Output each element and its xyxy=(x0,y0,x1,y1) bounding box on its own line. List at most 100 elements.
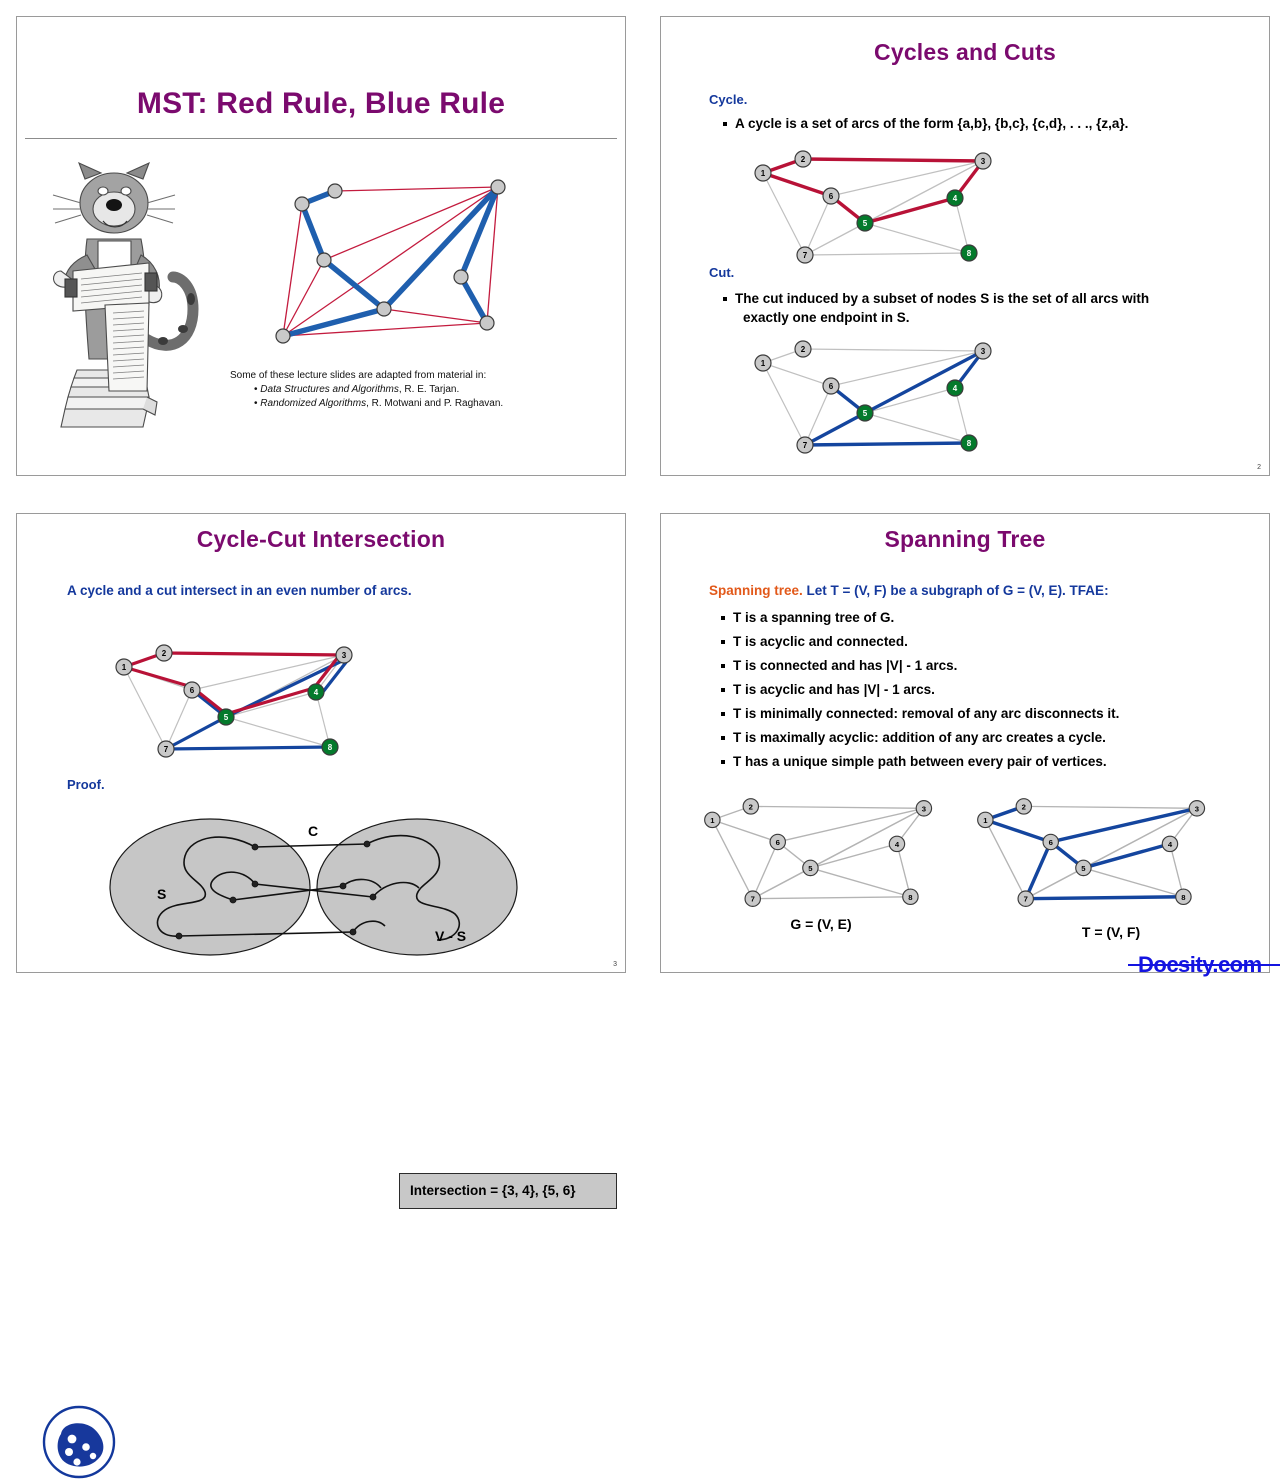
svg-text:3: 3 xyxy=(1195,804,1199,813)
svg-text:1: 1 xyxy=(710,816,715,825)
mascot-tiger-icon xyxy=(52,161,199,428)
tfae-item-6: T has a unique simple path between every… xyxy=(721,752,1107,771)
graph-t-caption: T = (V, F) xyxy=(1081,924,1141,940)
tfae-item-6-text: T has a unique simple path between every… xyxy=(733,754,1107,769)
title-divider xyxy=(25,138,617,139)
label-c: C xyxy=(308,823,318,839)
svg-text:6: 6 xyxy=(829,192,834,201)
tfae-item-0-text: T is a spanning tree of G. xyxy=(733,610,895,625)
cut-graph: 1 2 3 4 5 6 7 8 xyxy=(754,340,992,454)
svg-text:4: 4 xyxy=(953,194,958,203)
bullet-square-icon xyxy=(721,712,725,716)
page-title: Cycles and Cuts xyxy=(874,39,1056,65)
cut-bullet-line2: exactly one endpoint in S. xyxy=(743,310,910,325)
page-title: Cycle-Cut Intersection xyxy=(196,526,446,552)
svg-text:7: 7 xyxy=(751,895,755,904)
svg-text:5: 5 xyxy=(1081,864,1086,873)
svg-text:7: 7 xyxy=(164,745,169,754)
university-logo-icon xyxy=(42,1405,116,1479)
claim-text: A cycle and a cut intersect in an even n… xyxy=(67,583,412,598)
slide-number: 2 xyxy=(1257,464,1261,471)
proof-heading: Proof. xyxy=(67,777,105,792)
slide-mst: MST: Red Rule, Blue Rule xyxy=(16,16,626,476)
svg-text:4: 4 xyxy=(314,688,319,697)
tfae-item-1: T is acyclic and connected. xyxy=(721,632,908,651)
tfae-item-3: T is acyclic and has |V| - 1 arcs. xyxy=(721,680,935,699)
tfae-item-5-text: T is maximally acyclic: addition of any … xyxy=(733,730,1106,745)
svg-text:2: 2 xyxy=(162,649,167,658)
tfae-item-4: T is minimally connected: removal of any… xyxy=(721,704,1119,723)
svg-text:5: 5 xyxy=(224,713,229,722)
svg-text:6: 6 xyxy=(829,382,834,391)
credit-item-1: • Randomized Algorithms, R. Motwani and … xyxy=(230,397,610,411)
credit-author: , R. E. Tarjan. xyxy=(398,384,460,395)
page-title: Spanning Tree xyxy=(884,526,1046,552)
bullet-square-icon xyxy=(721,664,725,668)
cycle-bullet-text: A cycle is a set of arcs of the form {a,… xyxy=(735,116,1129,131)
svg-text:8: 8 xyxy=(908,893,913,902)
svg-text:2: 2 xyxy=(801,345,806,354)
tfae-item-0: T is a spanning tree of G. xyxy=(721,608,894,627)
tfae-item-1-text: T is acyclic and connected. xyxy=(733,634,908,649)
svg-text:5: 5 xyxy=(863,409,868,418)
cut-heading: Cut. xyxy=(709,265,735,280)
mst-example-graph xyxy=(275,179,506,344)
graph-g-caption: G = (V, E) xyxy=(790,916,852,932)
svg-text:7: 7 xyxy=(803,251,808,260)
svg-text:2: 2 xyxy=(1022,802,1026,811)
tfae-item-3-text: T is acyclic and has |V| - 1 arcs. xyxy=(733,682,935,697)
svg-text:4: 4 xyxy=(1168,840,1173,849)
svg-text:3: 3 xyxy=(342,651,347,660)
cut-bullet: The cut induced by a subset of nodes S i… xyxy=(723,289,1268,308)
cut-bullet-line1: The cut induced by a subset of nodes S i… xyxy=(735,291,1150,306)
page-title: MST: Red Rule, Blue Rule xyxy=(136,87,506,120)
svg-text:8: 8 xyxy=(967,439,972,448)
graph-t: 1 2 3 4 5 6 7 8 xyxy=(977,798,1206,907)
svg-text:2: 2 xyxy=(749,802,753,811)
spanning-tree-lead: Spanning tree. Let T = (V, F) be a subgr… xyxy=(709,583,1109,598)
tfae-item-5: T is maximally acyclic: addition of any … xyxy=(721,728,1106,747)
bullet-square-icon xyxy=(723,122,727,126)
label-v-minus-s: V - S xyxy=(435,928,466,944)
label-s: S xyxy=(157,886,166,902)
svg-text:8: 8 xyxy=(967,249,972,258)
bullet-square-icon xyxy=(721,760,725,764)
bullet-square-icon xyxy=(721,616,725,620)
svg-text:6: 6 xyxy=(1049,838,1053,847)
credit-title: Randomized Algorithms xyxy=(260,398,367,409)
watermark-strike xyxy=(1128,964,1280,966)
svg-text:8: 8 xyxy=(328,743,333,752)
credit-author: , R. Motwani and P. Raghavan. xyxy=(366,398,504,409)
svg-text:1: 1 xyxy=(122,663,127,672)
credit-title: Data Structures and Algorithms xyxy=(260,384,399,395)
bullet-square-icon xyxy=(721,736,725,740)
svg-text:3: 3 xyxy=(922,804,926,813)
svg-text:6: 6 xyxy=(190,686,195,695)
svg-text:8: 8 xyxy=(1181,893,1186,902)
slide-spanning-tree: Spanning Tree Spanning tree. Let T = (V,… xyxy=(660,513,1270,973)
cycle-graph: 1 2 3 4 5 6 7 8 xyxy=(754,150,992,264)
slide-cycles-cuts: Cycles and Cuts Cycle. A cycle is a set … xyxy=(660,16,1270,476)
credits-block: Some of these lecture slides are adapted… xyxy=(230,369,610,411)
intersection-graph: 1 2 3 4 5 6 7 8 xyxy=(115,644,353,758)
cycle-heading: Cycle. xyxy=(709,92,748,107)
spanning-tree-emph: Spanning tree. xyxy=(709,583,803,598)
svg-text:7: 7 xyxy=(803,441,808,450)
graph-g: 1 2 3 4 5 6 7 8 xyxy=(704,798,933,907)
cycle-bullet: A cycle is a set of arcs of the form {a,… xyxy=(723,114,1253,133)
svg-text:1: 1 xyxy=(761,359,766,368)
svg-text:6: 6 xyxy=(776,838,780,847)
bullet-square-icon xyxy=(721,688,725,692)
credit-bullet: • xyxy=(254,384,261,395)
credit-item-0: • Data Structures and Algorithms, R. E. … xyxy=(230,383,610,397)
bullet-square-icon xyxy=(723,297,727,301)
svg-text:4: 4 xyxy=(953,384,958,393)
docsity-watermark: Docsity.com xyxy=(1138,952,1262,977)
slide-cycle-cut-intersection: Cycle-Cut Intersection A cycle and a cut… xyxy=(16,513,626,1479)
tfae-item-2: T is connected and has |V| - 1 arcs. xyxy=(721,656,957,675)
svg-text:1: 1 xyxy=(983,816,988,825)
svg-text:2: 2 xyxy=(801,155,806,164)
svg-text:3: 3 xyxy=(981,347,986,356)
svg-text:4: 4 xyxy=(895,840,900,849)
credits-intro: Some of these lecture slides are adapted… xyxy=(230,370,487,381)
